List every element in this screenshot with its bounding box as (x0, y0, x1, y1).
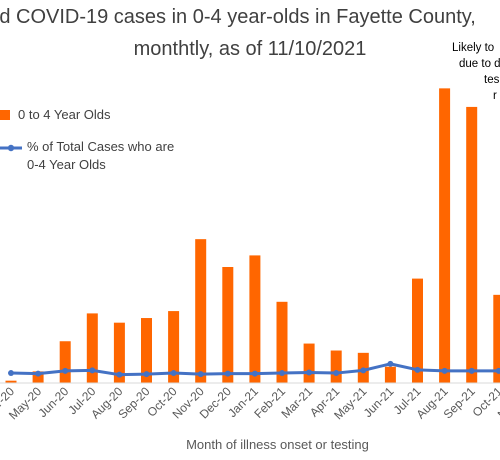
chart-title-line-2: monthtly, as of 11/10/2021 (133, 38, 367, 60)
x-axis-title: Month of illness onset or testing (186, 437, 369, 452)
bar-Aug-20 (113, 322, 125, 383)
bar-Jun-20 (59, 341, 71, 383)
chart-title-line-1: Reported COVID-19 cases in 0-4 year-olds… (0, 6, 476, 28)
line-point-Jun-20 (62, 367, 69, 374)
line-point-Feb-21 (279, 370, 285, 377)
line-point-Jun-21 (387, 360, 394, 367)
bar-Sep-21 (466, 106, 478, 384)
line-point-May-20 (35, 370, 42, 377)
bar-Jul-20 (86, 313, 98, 383)
annotation-line-3: tes (484, 74, 500, 86)
line-point-Sep-20 (143, 371, 150, 378)
line-point-Apr-21 (333, 370, 340, 377)
legend-item-line: % of Total Cases who are 0-4 Year Olds (0, 139, 177, 174)
bar-Aug-21 (439, 88, 451, 384)
bar-Dec-20 (222, 267, 234, 383)
line-point-Oct-20 (170, 370, 177, 377)
bar-May-20 (32, 371, 44, 383)
x-tick-label-Jun-21: Jun-21 (361, 384, 397, 420)
line-point-May-21 (360, 367, 367, 374)
bar-Mar-21 (303, 343, 315, 383)
bars-series (5, 88, 500, 384)
annotation-line-4: r (493, 90, 497, 102)
line-point-Apr-20 (8, 370, 14, 377)
legend-label-bars: 0 to 4 Year Olds (18, 107, 111, 122)
x-tick-labels: Apr-20May-20Jun-20Jul-20Aug-20Sep-20Oct-… (0, 384, 500, 422)
line-point-Mar-21 (306, 369, 313, 376)
annotation-line-2: due to d (459, 58, 500, 70)
x-tick-label-Jun-20: Jun-20 (35, 384, 71, 420)
line-point-Aug-21 (441, 367, 448, 374)
annotation-line-1: Likely to (452, 42, 495, 54)
line-point-Jan-21 (251, 370, 258, 377)
line-point-Sep-21 (468, 367, 475, 374)
line-point-Dec-20 (224, 370, 231, 377)
bar-Apr-21 (330, 350, 342, 383)
legend-item-bars: 0 to 4 Year Olds (0, 107, 111, 122)
legend-label-line: % of Total Cases who are 0-4 Year Olds (27, 139, 175, 172)
x-tick-label-Oct-21: Oct-21 (470, 384, 500, 420)
bar-Oct-20 (168, 311, 180, 383)
x-tick-label-Mar-21: Mar-21 (278, 384, 315, 421)
bar-Jun-21 (384, 366, 396, 383)
line-point-Aug-20 (116, 371, 123, 378)
bar-Nov-20 (195, 239, 207, 383)
line-series (8, 360, 500, 378)
legend-line-marker-icon (0, 144, 22, 152)
bar-Apr-20 (5, 380, 17, 383)
line-point-Jul-21 (414, 366, 421, 373)
line-path (10, 362, 500, 377)
line-point-Oct-21 (495, 367, 500, 374)
line-point-Nov-20 (197, 371, 204, 378)
legend-bar-swatch-icon (0, 110, 10, 120)
bar-Jan-21 (249, 255, 261, 383)
bar-Sep-20 (141, 318, 152, 383)
line-point-Jul-20 (89, 367, 96, 374)
bar-Oct-21 (493, 294, 500, 383)
bar-Feb-21 (276, 301, 288, 383)
bar-Jul-21 (412, 278, 423, 383)
